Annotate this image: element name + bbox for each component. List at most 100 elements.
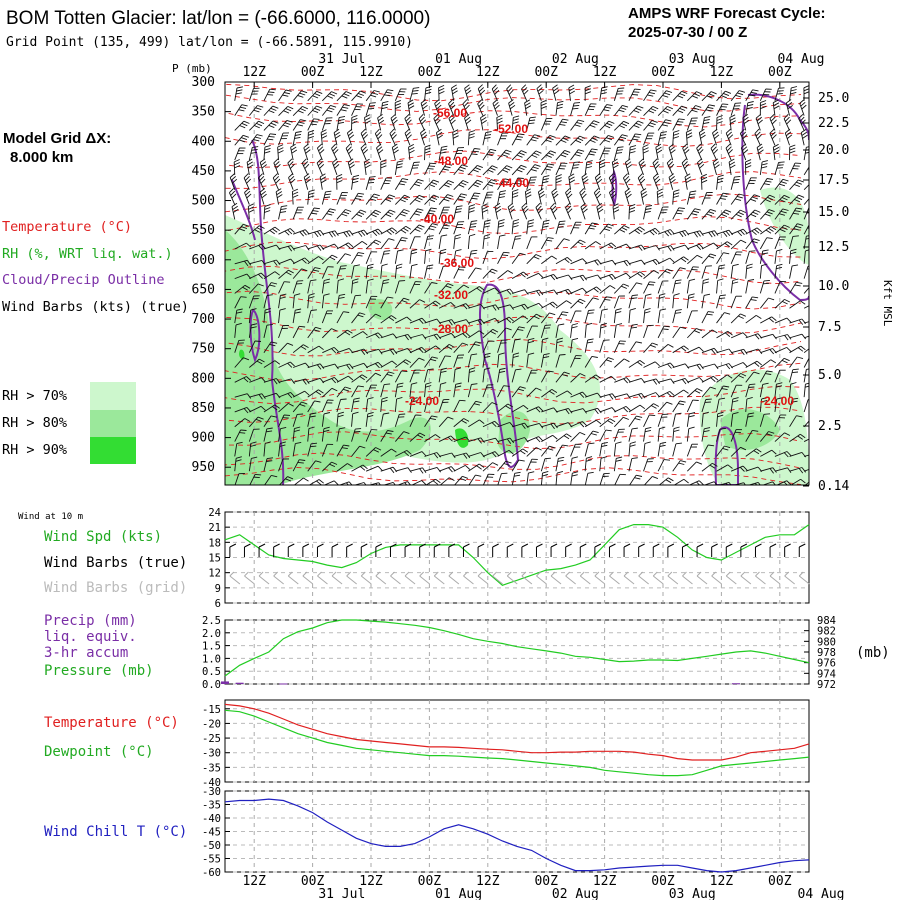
wind-barb-feather — [734, 175, 741, 178]
wind-barb — [745, 177, 752, 190]
wind-barb-feather — [334, 377, 339, 383]
wind-barb — [555, 288, 569, 294]
wind-barb — [696, 148, 703, 161]
wind-barb-feather — [790, 91, 797, 95]
wind-barb — [307, 90, 317, 102]
wind-barb-feather — [769, 349, 775, 355]
wind-barb — [745, 265, 748, 279]
wind-barb-feather — [695, 105, 702, 108]
wind-barb — [686, 444, 693, 457]
wind-barb — [789, 399, 793, 413]
wind-barb — [365, 209, 376, 220]
wind-barb — [287, 162, 294, 176]
wind-barb — [292, 459, 300, 472]
wind-barb — [658, 245, 671, 250]
wind-barb-feather — [550, 150, 557, 154]
wind-barb — [716, 445, 725, 457]
wind-barb — [701, 192, 708, 205]
wind-barb — [755, 118, 761, 131]
bottom-time-label: 12Z — [359, 874, 383, 889]
wind-barb-feather — [749, 250, 756, 252]
wind-barb-feather — [460, 478, 467, 482]
wind-barb-feather — [239, 432, 246, 434]
wind-barb — [584, 374, 597, 383]
wind-barb-feather — [294, 293, 301, 296]
wind-barb — [657, 310, 661, 324]
wind-barb-feather — [808, 198, 809, 200]
wind-barb-feather — [544, 324, 552, 326]
wind-barb — [526, 473, 529, 485]
wind-barb — [263, 271, 276, 279]
wind-barb — [376, 147, 382, 161]
wind-barb — [453, 284, 464, 294]
wind-barb-feather — [542, 473, 549, 477]
wind-barb-feather — [323, 429, 330, 433]
wind-barb-feather — [694, 93, 701, 97]
wind-barb-feather — [720, 106, 727, 108]
wind-barb-feather — [522, 448, 529, 453]
wind-barb — [234, 418, 246, 428]
wind-barb — [278, 325, 284, 339]
wind-barb-feather — [529, 119, 536, 122]
wind-barb-feather — [358, 211, 365, 215]
right-tick-label: 976 — [817, 658, 836, 670]
wind-barb — [453, 464, 466, 472]
wind-barb — [526, 436, 539, 443]
wind-barb-feather — [703, 411, 710, 415]
wind-barb-feather — [639, 271, 646, 276]
wind-barb-feather — [492, 328, 499, 333]
wind-barb — [672, 118, 680, 131]
wind-barb-feather — [377, 114, 383, 119]
wind-barb-feather — [783, 194, 790, 199]
wind-barb-feather — [635, 341, 642, 344]
wind-barb — [366, 348, 379, 354]
cross-section-panel: -56.00-52.00-48.00-44.00-40.00-36.00-32.… — [172, 52, 894, 494]
value-tick-label: 0.5 — [202, 666, 221, 678]
wind-barb-feather — [459, 399, 466, 402]
wind-barb — [278, 476, 288, 485]
wind-barb-feather — [469, 130, 476, 133]
wind-barb-grid — [302, 575, 314, 585]
wind-barb-feather — [312, 121, 319, 123]
wind-barb — [686, 191, 691, 205]
wind-barb-feather — [476, 287, 482, 293]
wind-barb — [365, 398, 369, 413]
wind-barb — [394, 370, 402, 383]
wind-barb — [395, 194, 405, 205]
wind-barb — [759, 237, 768, 250]
wind-barb-feather — [479, 286, 485, 291]
wind-barb-feather — [309, 415, 316, 418]
wind-barb — [482, 328, 493, 339]
wind-barb — [263, 310, 266, 324]
wind-barb-feather — [725, 209, 732, 213]
wind-barb — [672, 326, 681, 339]
wind-barb-feather — [471, 220, 478, 222]
wind-barb — [497, 437, 511, 443]
wind-barb — [783, 118, 790, 131]
wind-barb — [526, 325, 533, 339]
wind-barb — [365, 296, 372, 309]
wind-barb-feather — [264, 150, 271, 154]
wind-barb-feather — [760, 103, 767, 107]
wind-barb — [248, 310, 252, 324]
wind-barb-feather — [435, 300, 441, 305]
wind-barb-feather — [391, 315, 397, 320]
pressure-unit: (mb) — [856, 645, 890, 661]
wind-barb — [614, 243, 627, 250]
wind-barb — [321, 191, 326, 205]
wind-barb — [321, 208, 331, 220]
wind-barb-feather — [343, 104, 350, 107]
wind-barb-feather — [240, 106, 247, 109]
wind-barb-feather — [644, 429, 651, 433]
wind-barb-feather — [426, 238, 434, 240]
wind-barb-feather — [690, 190, 697, 193]
wind-barb — [686, 413, 690, 427]
wind-barb-grid — [740, 575, 752, 585]
wind-barb-feather — [686, 132, 693, 136]
wind-barb — [438, 416, 449, 428]
wind-barb-feather — [525, 188, 531, 193]
wind-barb-feather — [243, 408, 249, 414]
wind-barb-feather — [248, 206, 255, 210]
wind-barb — [424, 250, 427, 264]
wind-barb-feather — [375, 447, 382, 451]
